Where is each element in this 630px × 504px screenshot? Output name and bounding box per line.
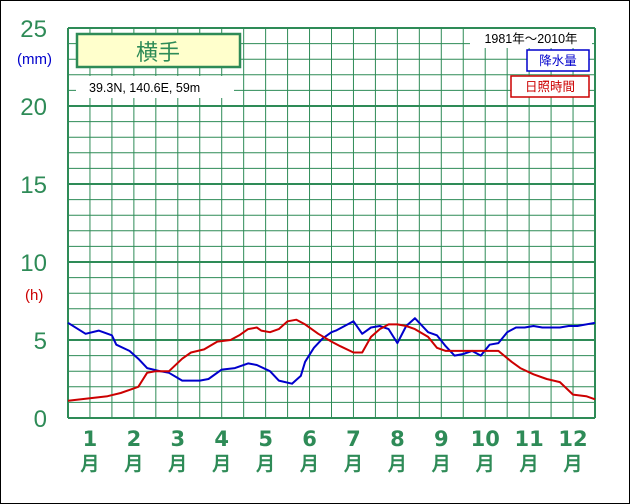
y-tick-label: 5	[34, 328, 47, 355]
y-tick-labels: 0 5 10 15 20 25	[20, 16, 47, 433]
legend-precip-box	[526, 49, 590, 72]
y-tick-label: 0	[34, 406, 47, 433]
month-number-label: 4	[214, 427, 229, 451]
month-suffix-label: 月	[299, 453, 319, 475]
legend-sunshine-box	[510, 75, 590, 98]
month-number-label: 5	[258, 427, 273, 451]
month-number-label: 7	[346, 427, 361, 451]
month-number-label: 10	[471, 427, 500, 451]
month-suffix-label: 月	[167, 453, 187, 475]
month-suffix-label: 月	[123, 453, 143, 475]
month-number-label: 3	[170, 427, 185, 451]
y-tick-label: 15	[20, 172, 47, 199]
station-name: 横手	[136, 41, 180, 66]
month-suffix-label: 月	[519, 453, 539, 475]
y-tick-label: 10	[20, 250, 47, 277]
month-number-label: 2	[127, 427, 142, 451]
location-text: 39.3N, 140.6E, 59m	[89, 81, 200, 95]
month-number-label: 8	[390, 427, 405, 451]
month-number-label: 11	[515, 427, 544, 451]
month-suffix-label: 月	[431, 453, 451, 475]
sunshine-line	[67, 318, 596, 402]
month-number-label: 12	[558, 427, 587, 451]
month-number-label: 6	[302, 427, 317, 451]
month-suffix-label: 月	[475, 453, 495, 475]
month-suffix-label: 月	[79, 453, 99, 475]
y-tick-label: 25	[20, 16, 47, 43]
month-suffix-label: 月	[211, 453, 231, 475]
month-suffix-label: 月	[343, 453, 363, 475]
station-title-box	[75, 32, 242, 69]
month-suffix-label: 月	[255, 453, 275, 475]
sunshine-unit-label: (h)	[25, 287, 43, 304]
location-box	[76, 76, 234, 98]
month-number-label: 1	[83, 427, 98, 451]
data-series	[67, 317, 596, 402]
y-tick-label: 20	[20, 94, 47, 121]
month-suffix-label: 月	[563, 453, 583, 475]
legend-precip-label: 降水量	[539, 53, 577, 68]
month-suffix-label: 月	[387, 453, 407, 475]
month-number-label: 9	[434, 427, 449, 451]
period-text: 1981年～2010年	[484, 32, 577, 46]
precip-unit-label: (mm)	[17, 51, 52, 68]
period-box	[470, 29, 592, 48]
legend: 降水量 日照時間	[510, 49, 590, 98]
precipitation-line	[67, 317, 596, 385]
legend-sunshine-label: 日照時間	[525, 79, 575, 94]
